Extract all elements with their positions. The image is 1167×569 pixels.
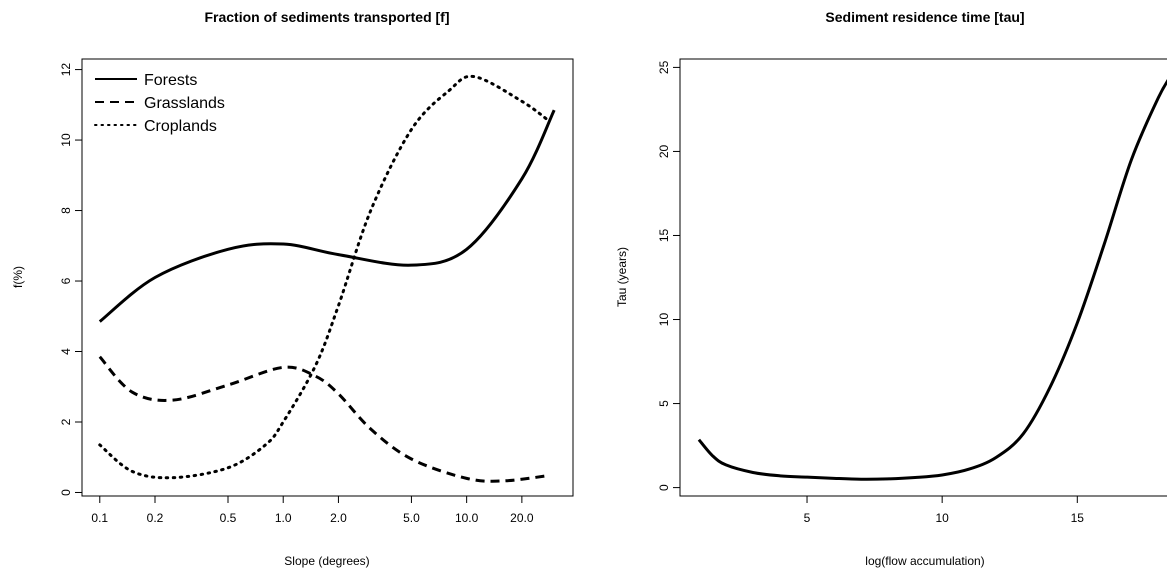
chart-2-x-ticks: 5 10 15 <box>804 495 1085 525</box>
x-tick-label: 20.0 <box>510 511 534 525</box>
y-tick-label: 25 <box>657 60 671 74</box>
y-tick-label: 5 <box>657 400 671 407</box>
series-line-grasslands <box>98 355 549 483</box>
chart-2-title: Sediment residence time [tau] <box>825 9 1024 25</box>
legend-label-croplands: Croplands <box>144 118 217 135</box>
chart-panel-1: Fraction of sediments transported [f] Sl… <box>11 9 574 568</box>
x-tick-label: 1.0 <box>275 511 292 525</box>
x-tick-label: 0.5 <box>220 511 237 525</box>
chart-1-y-axis-label: f(%) <box>11 266 25 288</box>
y-tick-label: 20 <box>657 144 671 158</box>
x-tick-label: 10 <box>935 511 949 525</box>
y-tick-label: 2 <box>59 418 73 425</box>
chart-1-series <box>98 74 556 483</box>
y-tick-label: 10 <box>657 313 671 327</box>
x-tick-label: 0.2 <box>147 511 164 525</box>
y-tick-label: 4 <box>59 348 73 355</box>
chart-2-y-axis-label: Tau (years) <box>615 247 629 307</box>
chart-1-legend: Forests Grasslands Croplands <box>94 72 225 135</box>
y-tick-label: 0 <box>59 489 73 496</box>
chart-1-x-axis-label: Slope (degrees) <box>284 554 369 568</box>
chart-1-y-ticks: 0 2 4 6 8 10 12 <box>59 63 83 496</box>
y-tick-label: 8 <box>59 207 73 214</box>
x-tick-label: 15 <box>1071 511 1085 525</box>
series-line-forests <box>98 109 556 323</box>
x-tick-label: 5.0 <box>403 511 420 525</box>
y-tick-label: 12 <box>59 63 73 77</box>
legend-label-grasslands: Grasslands <box>144 95 225 112</box>
chart-2-series <box>697 78 1167 481</box>
y-tick-label: 10 <box>59 133 73 147</box>
chart-1-title: Fraction of sediments transported [f] <box>204 9 449 25</box>
chart-panel-2: Sediment residence time [tau] log(flow a… <box>615 9 1167 568</box>
series-line-croplands <box>98 74 551 480</box>
y-tick-label: 15 <box>657 228 671 242</box>
y-tick-label: 6 <box>59 277 73 284</box>
x-tick-label: 5 <box>804 511 811 525</box>
chart-2-y-ticks: 0 5 10 15 20 25 <box>657 60 681 491</box>
x-tick-label: 10.0 <box>455 511 479 525</box>
legend-label-forests: Forests <box>144 72 197 89</box>
y-tick-label: 0 <box>657 484 671 491</box>
x-tick-label: 2.0 <box>330 511 347 525</box>
chart-2-x-axis-label: log(flow accumulation) <box>865 554 984 568</box>
x-tick-label: 0.1 <box>91 511 108 525</box>
chart-1-x-ticks: 0.1 0.2 0.5 1.0 2.0 5.0 10.0 20.0 <box>91 495 534 525</box>
series-line-tau <box>697 78 1167 481</box>
